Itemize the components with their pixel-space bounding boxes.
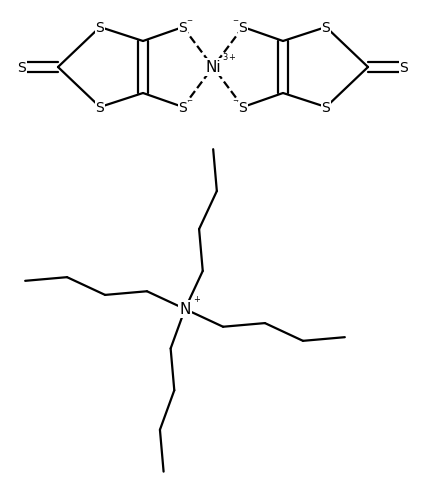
Text: S: S	[17, 61, 26, 75]
Text: $^{-}$: $^{-}$	[186, 98, 194, 108]
Text: $^{-}$: $^{-}$	[186, 18, 194, 28]
Text: $^{-}$: $^{-}$	[232, 18, 240, 28]
Text: S: S	[239, 21, 248, 35]
Text: Ni: Ni	[205, 61, 221, 75]
Text: $^{+}$: $^{+}$	[193, 295, 201, 308]
Text: $^{3+}$: $^{3+}$	[222, 53, 236, 66]
Text: S: S	[400, 61, 409, 75]
Text: S: S	[95, 21, 104, 35]
Text: $^{-}$: $^{-}$	[232, 98, 240, 108]
Text: S: S	[95, 101, 104, 115]
Text: N: N	[179, 302, 191, 317]
Text: S: S	[322, 21, 331, 35]
Text: S: S	[178, 21, 187, 35]
Text: S: S	[239, 101, 248, 115]
Text: S: S	[322, 101, 331, 115]
Text: S: S	[178, 101, 187, 115]
